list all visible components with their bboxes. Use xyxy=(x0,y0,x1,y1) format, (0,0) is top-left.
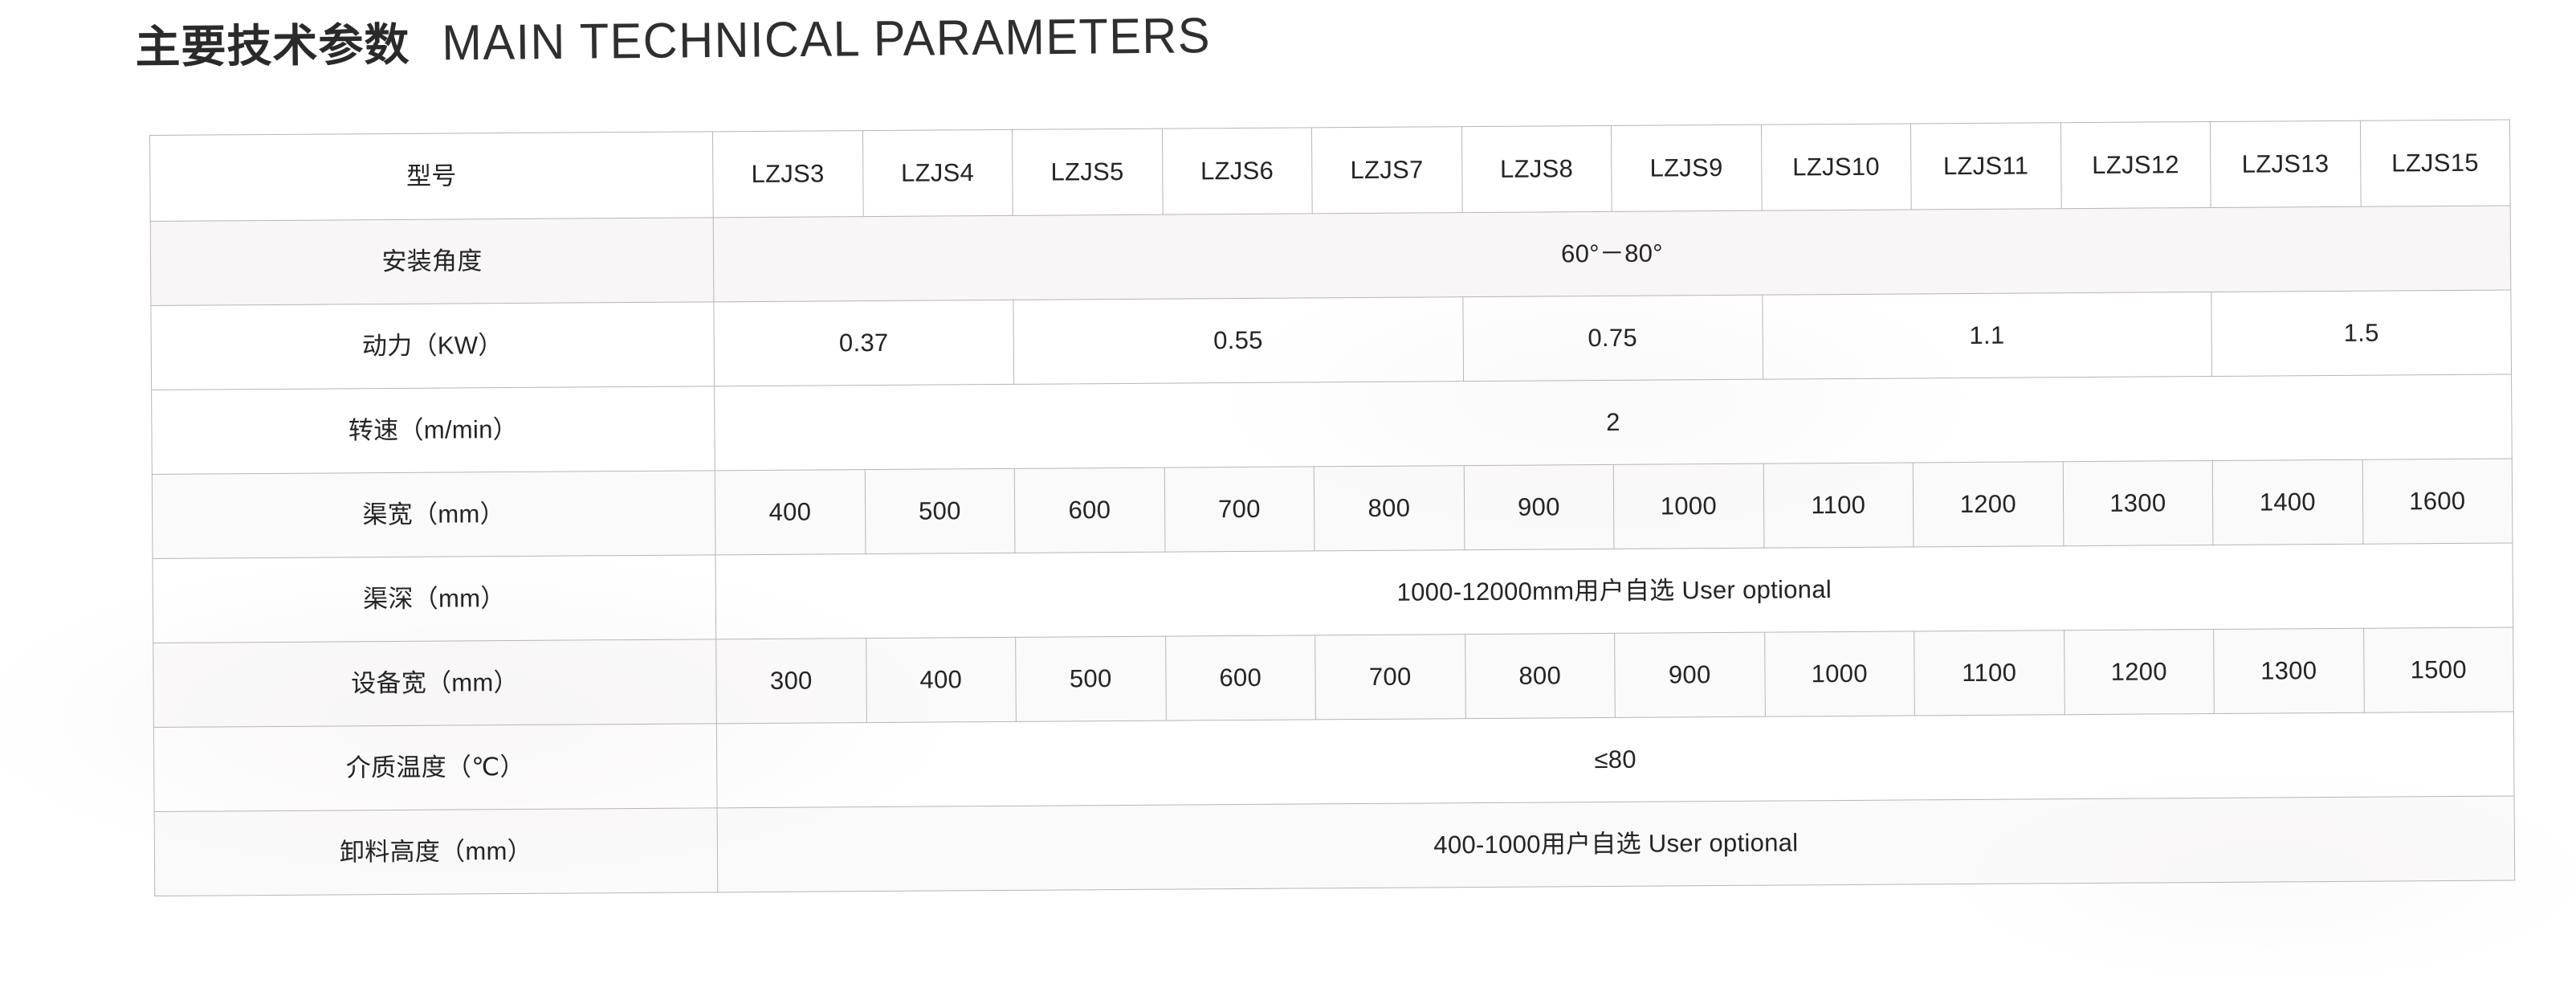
table-row: 介质温度（℃） ≤80 xyxy=(153,711,2515,812)
technical-parameters-table: 型号 LZJS3 LZJS4 LZJS5 LZJS6 LZJS7 LZJS8 LZJS9 LZJ… xyxy=(149,119,2516,896)
table-row: 安装角度 60°－80° xyxy=(150,206,2511,306)
row-label: 渠宽（mm） xyxy=(152,470,715,559)
column-header-model-lzjs6: LZJS6 xyxy=(1161,127,1313,215)
table-cell-merged: ≤80 xyxy=(716,711,2515,808)
row-label: 渠深（mm） xyxy=(152,554,716,643)
table-row: 转速（m/min） 2 xyxy=(151,374,2513,475)
table-cell: 1300 xyxy=(2062,460,2213,546)
table-cell: 900 xyxy=(1614,632,1765,718)
table-cell: 300 xyxy=(715,638,866,724)
table-cell: 500 xyxy=(864,468,1015,554)
table-cell: 1000 xyxy=(1613,463,1764,549)
table-row: 卸料高度（mm） 400-1000用户自选 User optional xyxy=(154,795,2515,896)
table-row: 动力（KW） 0.37 0.55 0.75 1.1 1.5 xyxy=(150,289,2512,390)
page-title-chinese: 主要技术参数 xyxy=(135,18,410,72)
row-label: 设备宽（mm） xyxy=(153,639,717,728)
table-row: 渠深（mm） 1000-12000mm用户自选 User optional xyxy=(152,542,2513,643)
table-cell-merged: 1000-12000mm用户自选 User optional xyxy=(715,542,2513,639)
row-label: 动力（KW） xyxy=(150,301,715,390)
table-cell-merged: 60°－80° xyxy=(713,206,2511,302)
table-cell: 700 xyxy=(1314,634,1465,720)
column-header-model-lzjs11: LZJS11 xyxy=(1910,122,2061,210)
column-header-model-lzjs3: LZJS3 xyxy=(712,130,863,218)
column-header-model-lzjs4: LZJS4 xyxy=(862,129,1013,217)
table-cell: 700 xyxy=(1164,466,1314,553)
table-cell: 1100 xyxy=(1763,462,1914,549)
table-cell: 600 xyxy=(1165,635,1316,721)
table-cell-merged: 2 xyxy=(714,374,2513,471)
page-title: 主要技术参数 MAIN TECHNICAL PARAMETERS xyxy=(135,1,1227,76)
table-cell: 1100 xyxy=(1914,630,2064,716)
table-cell: 900 xyxy=(1463,464,1614,550)
table-cell-merged: 0.75 xyxy=(1462,295,1763,382)
table-header-row: 型号 LZJS3 LZJS4 LZJS5 LZJS6 LZJS7 LZJS8 LZJS9 LZJ… xyxy=(149,120,2511,222)
table-cell: 500 xyxy=(1015,636,1166,722)
row-label: 安装角度 xyxy=(150,217,714,306)
table-cell: 1000 xyxy=(1764,631,1915,717)
row-label-model: 型号 xyxy=(149,131,714,222)
table-cell: 1500 xyxy=(2363,627,2514,713)
table-cell: 800 xyxy=(1465,633,1616,719)
column-header-model-lzjs15: LZJS15 xyxy=(2359,120,2511,207)
table-row: 渠宽（mm） 400 500 600 700 800 900 1000 1100 1200 1300… xyxy=(152,458,2513,559)
table-cell-merged: 400-1000用户自选 User optional xyxy=(717,795,2515,892)
column-header-model-lzjs7: LZJS7 xyxy=(1311,126,1462,214)
table-cell-merged: 0.55 xyxy=(1013,296,1464,385)
table-cell-merged: 0.37 xyxy=(713,300,1014,386)
table-cell: 800 xyxy=(1314,465,1465,551)
row-label: 转速（m/min） xyxy=(151,386,715,475)
column-header-model-lzjs10: LZJS10 xyxy=(1760,123,1912,211)
column-header-model-lzjs12: LZJS12 xyxy=(2060,121,2211,209)
row-label: 卸料高度（mm） xyxy=(154,807,718,896)
table-cell-merged: 1.5 xyxy=(2211,289,2512,377)
column-header-model-lzjs9: LZJS9 xyxy=(1611,124,1762,212)
column-header-model-lzjs13: LZJS13 xyxy=(2210,120,2361,208)
table-row: 设备宽（mm） 300 400 500 600 700 800 900 1000 1100 1200… xyxy=(153,627,2514,728)
row-label: 介质温度（℃） xyxy=(153,723,718,812)
table-cell-merged: 1.1 xyxy=(1762,292,2212,380)
table-cell: 400 xyxy=(866,637,1017,723)
table-cell: 1200 xyxy=(2064,629,2215,715)
column-header-model-lzjs8: LZJS8 xyxy=(1461,125,1612,213)
table-cell: 1200 xyxy=(1913,461,2064,547)
table-cell: 400 xyxy=(715,469,866,555)
table-cell: 1400 xyxy=(2212,459,2363,545)
table-cell: 1600 xyxy=(2362,458,2513,545)
page-title-english: MAIN TECHNICAL PARAMETERS xyxy=(442,8,1212,71)
table-cell: 600 xyxy=(1014,467,1165,553)
table-cell: 1300 xyxy=(2213,628,2364,714)
column-header-model-lzjs5: LZJS5 xyxy=(1012,129,1163,216)
technical-parameters-table-wrapper: 型号 LZJS3 LZJS4 LZJS5 LZJS6 LZJS7 LZJS8 LZJS9 LZJ… xyxy=(149,119,2516,896)
